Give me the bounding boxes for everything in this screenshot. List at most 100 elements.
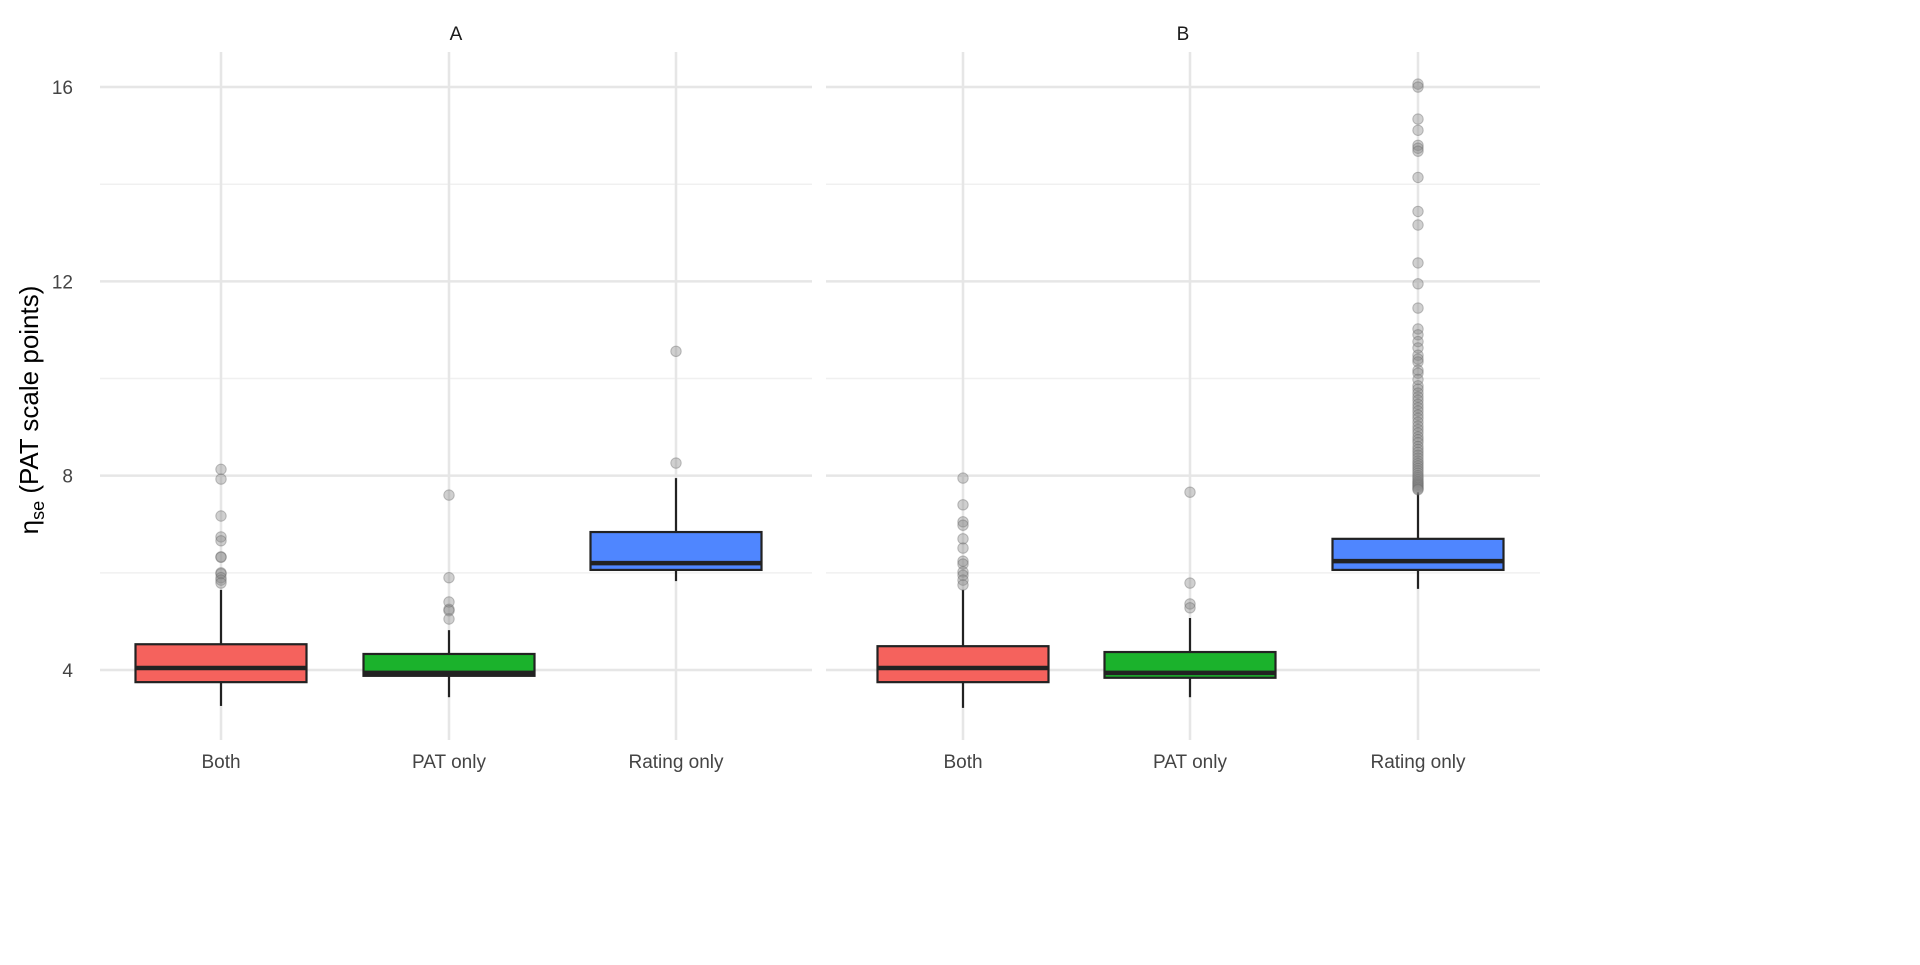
x-tick-label: Rating only xyxy=(628,752,724,773)
y-tick-label: 8 xyxy=(62,467,73,488)
outlier-point xyxy=(1412,475,1424,488)
outlier-point xyxy=(957,558,969,570)
outlier-point xyxy=(1412,477,1424,489)
box-iqr xyxy=(134,643,308,684)
outlier-point xyxy=(215,574,227,586)
box-both xyxy=(134,463,308,706)
outlier-point xyxy=(1412,457,1424,470)
outlier-point xyxy=(1412,394,1424,407)
outlier-point xyxy=(1412,473,1424,486)
outlier-point xyxy=(1184,486,1196,498)
outlier-point xyxy=(1412,471,1424,484)
outlier-point xyxy=(443,571,455,584)
outlier-point xyxy=(215,463,227,476)
gridlines xyxy=(100,52,1540,740)
panel-B: B Both PAT only Rating only xyxy=(876,24,1505,773)
x-tick-label: PAT only xyxy=(412,752,486,773)
outlier-point xyxy=(1412,387,1424,399)
outlier-point xyxy=(1412,335,1424,348)
outlier-point xyxy=(1412,219,1424,231)
box-pat-only xyxy=(362,489,536,698)
outlier-point xyxy=(1412,478,1424,491)
outlier-point xyxy=(1412,462,1424,475)
box-pat-only xyxy=(1103,486,1277,698)
outlier-point xyxy=(1184,577,1196,589)
outlier-point xyxy=(1412,443,1424,456)
outlier-point xyxy=(1412,412,1424,425)
outlier-point xyxy=(215,531,227,543)
outlier-point xyxy=(1412,383,1424,395)
outlier-point xyxy=(1412,465,1424,477)
outlier-point xyxy=(1412,257,1424,269)
outlier-point xyxy=(1412,481,1424,494)
outlier-point xyxy=(957,566,969,578)
box-both xyxy=(876,472,1050,708)
outlier-point xyxy=(957,499,969,511)
outlier-point xyxy=(1412,405,1424,417)
outlier-point xyxy=(1412,449,1424,461)
y-axis-label: ηse (PAT scale points) xyxy=(14,286,48,535)
outlier-point xyxy=(1412,440,1424,453)
y-axis-label-eta: η xyxy=(14,520,44,534)
x-tick-label: Both xyxy=(943,752,982,773)
y-tick-label: 12 xyxy=(52,272,73,293)
outlier-point xyxy=(1412,367,1424,379)
x-tick-label: PAT only xyxy=(1153,752,1227,773)
box-iqr xyxy=(362,652,536,677)
outlier-point xyxy=(1412,427,1424,439)
outlier-point xyxy=(1412,391,1424,403)
outlier-point xyxy=(1412,484,1424,496)
outlier-point xyxy=(1412,113,1424,125)
outlier-point xyxy=(1412,455,1424,467)
outlier-point xyxy=(1412,145,1424,157)
panel-title: A xyxy=(450,24,463,45)
outlier-point xyxy=(1412,398,1424,410)
outlier-point xyxy=(1412,460,1424,472)
outlier-point xyxy=(1412,329,1424,341)
outlier-point xyxy=(215,551,227,563)
outlier-point xyxy=(1412,416,1424,428)
outlier-point xyxy=(957,472,969,484)
outlier-point xyxy=(957,555,969,567)
box-rating-only xyxy=(1331,78,1505,589)
outlier-point xyxy=(1412,323,1424,335)
outlier-point xyxy=(1412,373,1424,386)
outlier-point xyxy=(215,577,227,589)
outlier-point xyxy=(957,519,969,531)
outlier-point xyxy=(957,533,969,545)
outlier-point xyxy=(1412,469,1424,482)
outlier-point xyxy=(1412,81,1424,93)
outlier-point xyxy=(215,535,227,547)
outlier-point xyxy=(443,603,455,615)
outlier-point xyxy=(1412,139,1424,152)
y-tick-label: 4 xyxy=(62,661,73,682)
outlier-point xyxy=(215,567,227,579)
outlier-point xyxy=(443,605,455,617)
outlier-point xyxy=(215,473,227,485)
box-rating-only xyxy=(589,345,763,582)
y-axis: 4 8 12 16 xyxy=(52,78,74,682)
outlier-point xyxy=(1412,423,1424,436)
outlier-point xyxy=(1412,302,1424,314)
box-iqr xyxy=(876,645,1050,684)
outlier-point xyxy=(1412,409,1424,421)
outlier-point xyxy=(1412,278,1424,290)
outlier-point xyxy=(957,569,969,581)
outlier-point xyxy=(957,542,969,554)
box-iqr xyxy=(1331,537,1505,572)
outlier-point xyxy=(443,613,455,625)
panel-title: B xyxy=(1177,24,1190,45)
outlier-point xyxy=(1412,356,1424,368)
y-tick-label: 16 xyxy=(52,78,73,99)
outlier-point xyxy=(670,457,682,469)
outlier-point xyxy=(1412,431,1424,443)
outlier-point xyxy=(670,345,682,358)
x-tick-label: Rating only xyxy=(1370,752,1466,773)
outlier-point xyxy=(1412,420,1424,432)
outlier-point xyxy=(1412,467,1424,479)
outlier-point xyxy=(1412,480,1424,492)
outlier-point xyxy=(1412,401,1424,414)
y-axis-label-rest: (PAT scale points) xyxy=(14,286,44,501)
outlier-point xyxy=(443,596,455,608)
panels: A Both PAT only Rating only B Both PAT only Rat… xyxy=(134,24,1505,773)
